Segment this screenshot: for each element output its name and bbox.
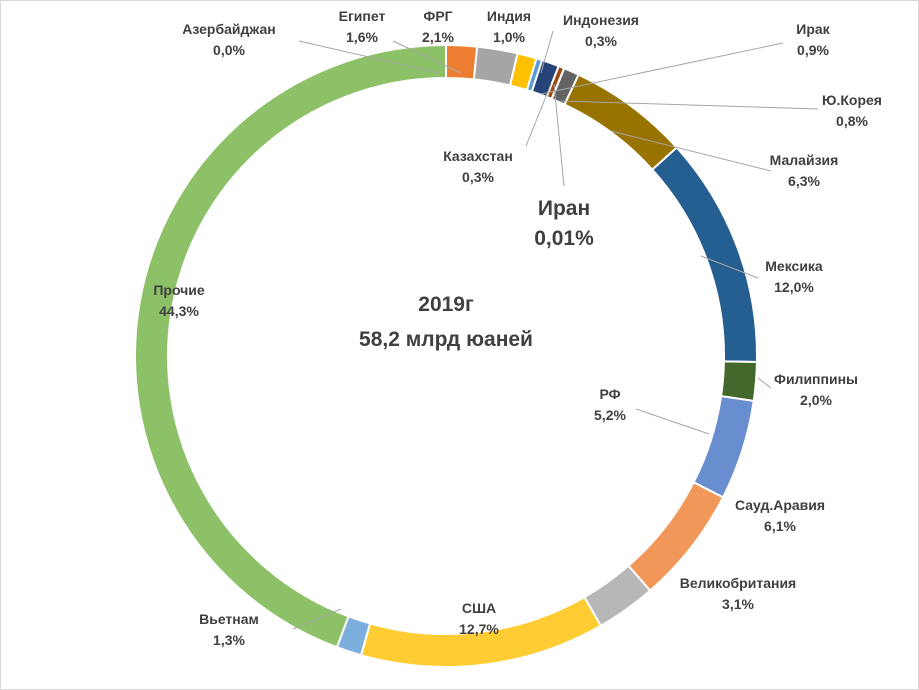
slice-value-label-14: 3,1% [722, 596, 754, 612]
slice-name-label-8: Ю.Корея [822, 92, 882, 108]
slice-value-label-2: 2,1% [422, 29, 454, 45]
slice-12 [692, 395, 755, 499]
slice-value-label-0: 0,0% [213, 42, 245, 58]
leader-line-9 [610, 130, 772, 172]
slice-value-label-9: 6,3% [788, 173, 820, 189]
center-title: 2019г [418, 293, 474, 316]
slice-11 [719, 360, 758, 403]
slice-value-label-13: 6,1% [764, 518, 796, 534]
slice-name-label-10: Мексика [765, 258, 823, 274]
slice-value-label-16: 1,3% [213, 632, 245, 648]
slice-value-label-3: 1,0% [493, 29, 525, 45]
slice-name-label-13: Сауд.Аравия [735, 497, 825, 513]
leader-line-5 [540, 42, 784, 95]
slice-17 [134, 43, 447, 649]
slice-value-label-15: 12,7% [459, 621, 499, 637]
slices-group [134, 43, 758, 668]
leader-line-12 [635, 408, 710, 435]
slice-value-label-4: 0,3% [585, 33, 617, 49]
leader-line-6 [525, 83, 552, 147]
slice-value-label-12: 5,2% [594, 407, 626, 423]
leader-line-8 [560, 100, 819, 110]
slice-name-label-1: Египет [339, 8, 386, 24]
leader-line-11 [757, 377, 772, 389]
slice-9 [563, 73, 679, 172]
slice-value-label-6: 0,3% [462, 169, 494, 185]
slice-10 [650, 146, 758, 364]
slice-value-label-17: 44,3% [159, 303, 199, 319]
slice-name-label-0: Азербайджан [182, 21, 276, 37]
leader-line-10 [700, 255, 759, 279]
slice-name-label-17: Прочие [153, 282, 205, 298]
slice-name-label-11: Филиппины [774, 371, 858, 387]
slice-name-label-4: Индонезия [563, 12, 639, 28]
leader-lines-group [292, 30, 819, 630]
slice-name-label-5: Ирак [796, 21, 830, 37]
leader-line-4 [540, 30, 554, 74]
slice-name-label-2: ФРГ [423, 8, 452, 24]
slice-value-label-5: 0,9% [797, 42, 829, 58]
slice-value-label-7: 0,01% [534, 227, 594, 250]
slice-name-label-3: Индия [487, 8, 531, 24]
slice-value-label-8: 0,8% [836, 113, 868, 129]
slice-name-label-16: Вьетнам [199, 611, 259, 627]
slice-name-label-6: Казахстан [443, 148, 513, 164]
slice-1 [445, 43, 479, 81]
leader-line-16 [292, 608, 342, 630]
leader-line-7 [553, 83, 565, 187]
slice-name-label-12: РФ [599, 386, 620, 402]
slice-value-label-1: 1,6% [346, 29, 378, 45]
labels-group: Азербайджан 0,0% Египет 1,6% ФРГ 2,1% Индия 1,0… [153, 8, 882, 648]
slice-name-label-14: Великобритания [680, 575, 796, 591]
slice-name-label-7: Иран [538, 197, 590, 220]
leader-line-1 [392, 40, 462, 74]
slice-value-label-10: 12,0% [774, 279, 814, 295]
center-subtitle: 58,2 млрд юаней [359, 328, 533, 351]
leader-line-0 [298, 40, 440, 74]
slice-name-label-15: США [462, 600, 496, 616]
slice-name-label-9: Малайзия [770, 152, 839, 168]
slice-value-label-11: 2,0% [800, 392, 832, 408]
